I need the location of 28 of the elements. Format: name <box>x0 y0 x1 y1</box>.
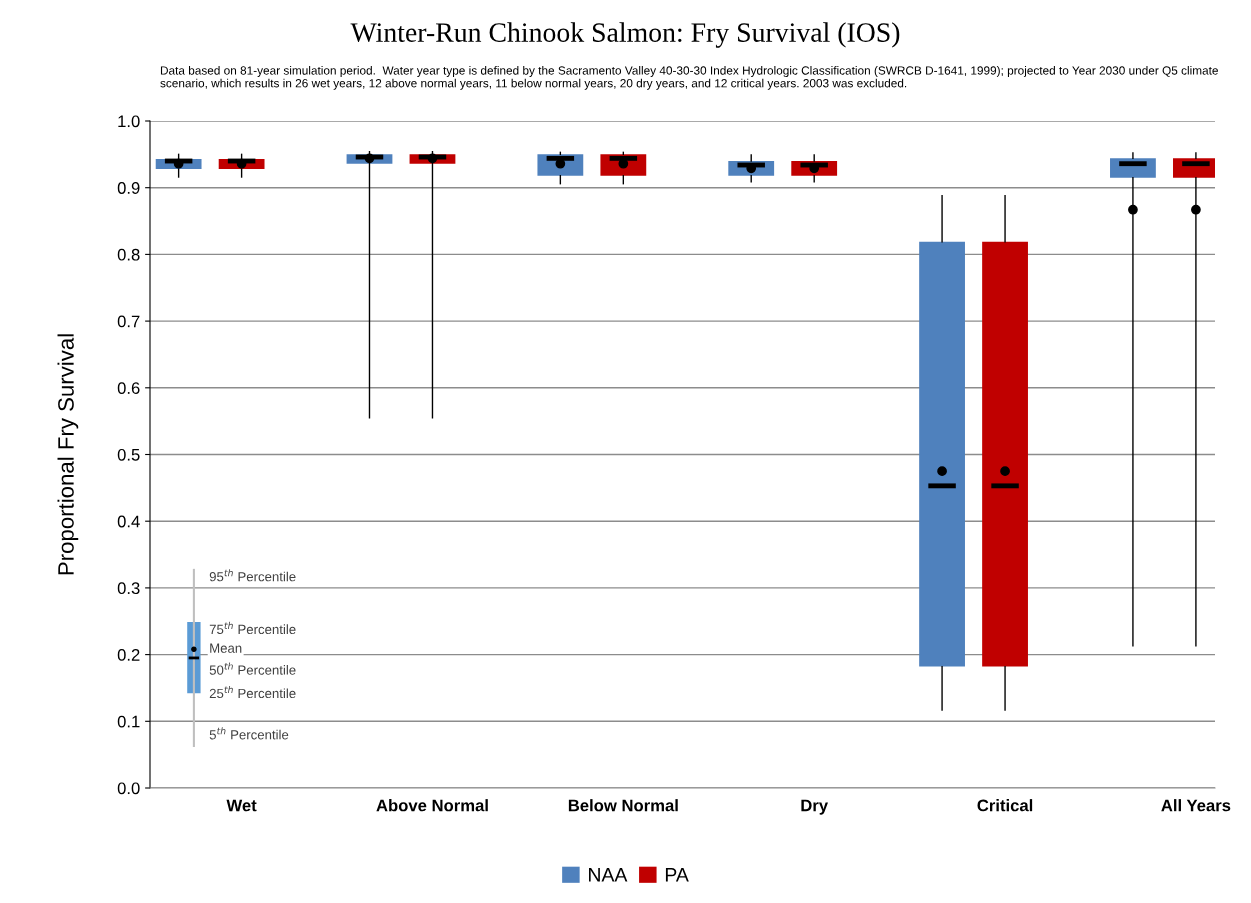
annotation: 95$^{th}$ Percentile <box>209 569 296 582</box>
annotation: 50$^{th}$ Percentile <box>209 662 296 675</box>
y-tick-label: 0.7 <box>117 315 140 328</box>
chart-title: Winter-Run Chinook Salmon: Fry Survival (IOS) <box>350 22 900 48</box>
y-tick-label: 0.9 <box>117 182 140 194</box>
x-tick-label: Above Normal <box>376 799 488 812</box>
annotation: 75$^{th}$ Percentile <box>209 621 296 635</box>
annotation: Mean <box>210 643 242 653</box>
legend-label: PA <box>665 868 689 882</box>
annotation: 25$^{th}$ Percentile <box>209 685 296 699</box>
y-tick-label: 1.0 <box>118 115 140 128</box>
y-tick-label: 0.6 <box>117 382 140 394</box>
y-tick-label: 0.4 <box>117 515 140 528</box>
chart-subtitle: Data based on 81-year simulation period. Water year type is defined by the Sacramento Valley 40-30-30 Index Hydrologic Classification (SWRCB D-1641, 1999); projected to Year 2030 under Q5 climate scenario, which results in 26 wet years, 12 above normal years, 11 below normal years, 20 dry years, and 12 critical years. 2003 was excluded. <box>160 66 1218 90</box>
x-tick-label: Wet <box>226 799 257 812</box>
y-tick-label: 0.5 <box>117 448 140 461</box>
x-tick-label: Dry <box>801 799 828 815</box>
y-tick-label: 0.0 <box>117 782 140 795</box>
x-tick-label: All Years <box>1161 799 1231 812</box>
x-tick-label: Critical <box>977 799 1033 812</box>
y-tick-label: 0.1 <box>117 715 140 728</box>
y-tick-label: 0.8 <box>117 248 140 261</box>
legend-label: NAA <box>589 868 628 882</box>
y-axis-title: Proportional Fry Survival <box>57 334 79 575</box>
x-tick-label: Below Normal <box>568 799 678 812</box>
y-tick-label: 0.3 <box>117 582 140 595</box>
annotation: 5$^{th}$ Percentile <box>209 727 289 740</box>
y-tick-label: 0.2 <box>117 649 140 661</box>
